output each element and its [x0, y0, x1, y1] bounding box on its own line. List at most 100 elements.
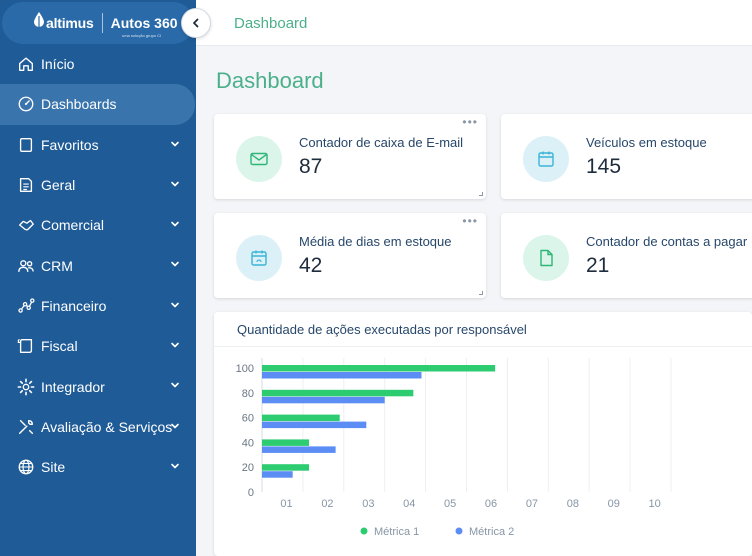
chevron-down-icon: [171, 463, 179, 469]
globe-icon: [16, 457, 36, 477]
chart-divider: [214, 346, 752, 347]
gear-icon: [16, 377, 36, 397]
bar-chart: 100 80 60 40 20 0 01 02 03 04 05 06 07 08 09 10 Métrica …: [236, 358, 672, 538]
legend-marker: [455, 527, 463, 535]
x-tick-label: 10: [649, 498, 661, 510]
sidebar-item-label: Site: [41, 459, 66, 476]
chevron-down-icon: [171, 342, 179, 348]
x-tick-label: 05: [444, 498, 456, 510]
chevron-down-icon: [171, 383, 179, 388]
sidebar-item-label: CRM: [41, 257, 73, 274]
card-value: 145: [586, 155, 622, 178]
bar-2: [262, 372, 422, 379]
sidebar-item-favoritos[interactable]: Favoritos: [0, 125, 196, 165]
brand-product: Autos 360: [110, 15, 178, 31]
sidebar-item-label: Geral: [41, 177, 76, 194]
sidebar-item-label: Comercial: [41, 217, 105, 234]
tools-icon: [16, 417, 36, 437]
receipt-icon: [16, 336, 36, 356]
bar-2: [262, 471, 293, 478]
resize-handle[interactable]: [479, 192, 483, 196]
card-label: Média de dias em estoque: [299, 234, 452, 249]
chevron-down-icon: [171, 423, 179, 428]
sidebar-item-integrador[interactable]: Integrador: [0, 366, 196, 406]
sidebar-item-label: Fiscal: [41, 338, 78, 355]
sidebar-item-label: Favoritos: [41, 136, 99, 153]
mail-icon: [250, 152, 268, 166]
sidebar-item-crm[interactable]: CRM: [0, 245, 196, 285]
card-label: Contador de caixa de E-mail: [299, 135, 464, 150]
chart-title: Quantidade de ações executadas por respo…: [237, 322, 527, 337]
email-counter-card[interactable]: Contador de caixa de E-mail 87 •••: [214, 114, 486, 199]
sidebar-item-label: Avaliação & Serviços: [41, 418, 173, 435]
chevron-down-icon: [171, 262, 179, 267]
bar-2: [262, 446, 336, 453]
calendar-clock-icon: [251, 250, 267, 266]
home-icon: [16, 54, 36, 74]
y-tick-label: 0: [248, 487, 254, 499]
sidebar-item-label: Integrador: [41, 378, 105, 395]
brand-name: altimus: [46, 15, 94, 31]
x-tick-label: 09: [608, 498, 620, 510]
vehicles-stock-card[interactable]: Veículos em estoque 145: [501, 114, 752, 199]
document-list-icon: [16, 175, 36, 195]
sidebar: altimus Autos 360 uma solução grupo CI I…: [0, 0, 196, 556]
file-icon: [540, 249, 553, 267]
chevron-down-icon: [171, 221, 179, 227]
more-options-icon[interactable]: •••: [462, 214, 478, 228]
sidebar-item-dashboards[interactable]: Dashboards: [0, 84, 195, 125]
bar-2: [262, 421, 367, 429]
sidebar-item-inicio[interactable]: Início: [0, 44, 196, 84]
x-tick-label: 08: [567, 498, 579, 510]
sidebar-item-fiscal[interactable]: Fiscal: [0, 326, 196, 366]
legend-label: Métrica 1: [374, 526, 419, 538]
card-label: Veículos em estoque: [586, 135, 707, 150]
brand-logo[interactable]: altimus Autos 360 uma solução grupo CI: [2, 2, 194, 44]
avg-days-stock-card[interactable]: Média de dias em estoque 42 •••: [214, 213, 486, 298]
sidebar-item-financeiro[interactable]: Financeiro: [0, 286, 196, 326]
brand-divider: [101, 13, 103, 33]
people-icon: [16, 256, 36, 276]
legend-label: Métrica 2: [469, 526, 514, 538]
x-tick-label: 04: [403, 498, 415, 510]
legend-marker: [360, 527, 368, 535]
x-tick-label: 06: [485, 498, 497, 510]
bar-1: [262, 389, 414, 397]
x-tick-label: 02: [321, 498, 333, 510]
bar-1: [262, 414, 340, 422]
y-tick-label: 60: [242, 413, 254, 425]
top-bar: Dashboard: [196, 0, 752, 46]
sidebar-item-label: Financeiro: [41, 297, 107, 314]
more-options-icon[interactable]: •••: [462, 115, 478, 129]
card-value: 42: [299, 254, 323, 277]
card-icon-wrap: [523, 136, 569, 182]
x-tick-label: 07: [526, 498, 538, 510]
sidebar-item-label: Dashboards: [41, 96, 117, 113]
actions-chart-panel: Quantidade de ações executadas por respo…: [214, 312, 752, 556]
card-icon-wrap: [523, 235, 569, 281]
y-tick-label: 20: [242, 462, 254, 474]
dashboard-gauge-icon: [16, 94, 36, 114]
x-tick-label: 01: [280, 498, 292, 510]
x-tick-label: 03: [362, 498, 374, 510]
sidebar-nav: Início Dashboards Favoritos Geral Comercial C…: [0, 44, 196, 487]
sidebar-item-comercial[interactable]: Comercial: [0, 205, 196, 245]
brand-subtitle: uma solução grupo CI: [122, 33, 162, 38]
card-value: 21: [586, 254, 610, 277]
bookmark-icon: [16, 135, 36, 155]
card-value: 87: [299, 155, 323, 178]
y-tick-label: 100: [236, 363, 254, 375]
calendar-icon: [538, 151, 554, 167]
chevron-down-icon: [171, 302, 179, 308]
collapse-sidebar-button[interactable]: [181, 8, 211, 38]
altimus-drop-icon: [34, 12, 44, 27]
card-icon-wrap: [236, 235, 282, 281]
accounts-payable-card[interactable]: Contador de contas a pagar 21: [501, 213, 752, 298]
sidebar-item-avaliacao-servicos[interactable]: Avaliação & Serviços: [0, 407, 196, 447]
sidebar-item-geral[interactable]: Geral: [0, 165, 196, 205]
y-tick-label: 40: [242, 437, 254, 449]
resize-handle[interactable]: [479, 291, 483, 295]
breadcrumb[interactable]: Dashboard: [234, 15, 308, 32]
sidebar-item-site[interactable]: Site: [0, 447, 196, 487]
chart-line-icon: [16, 296, 36, 316]
